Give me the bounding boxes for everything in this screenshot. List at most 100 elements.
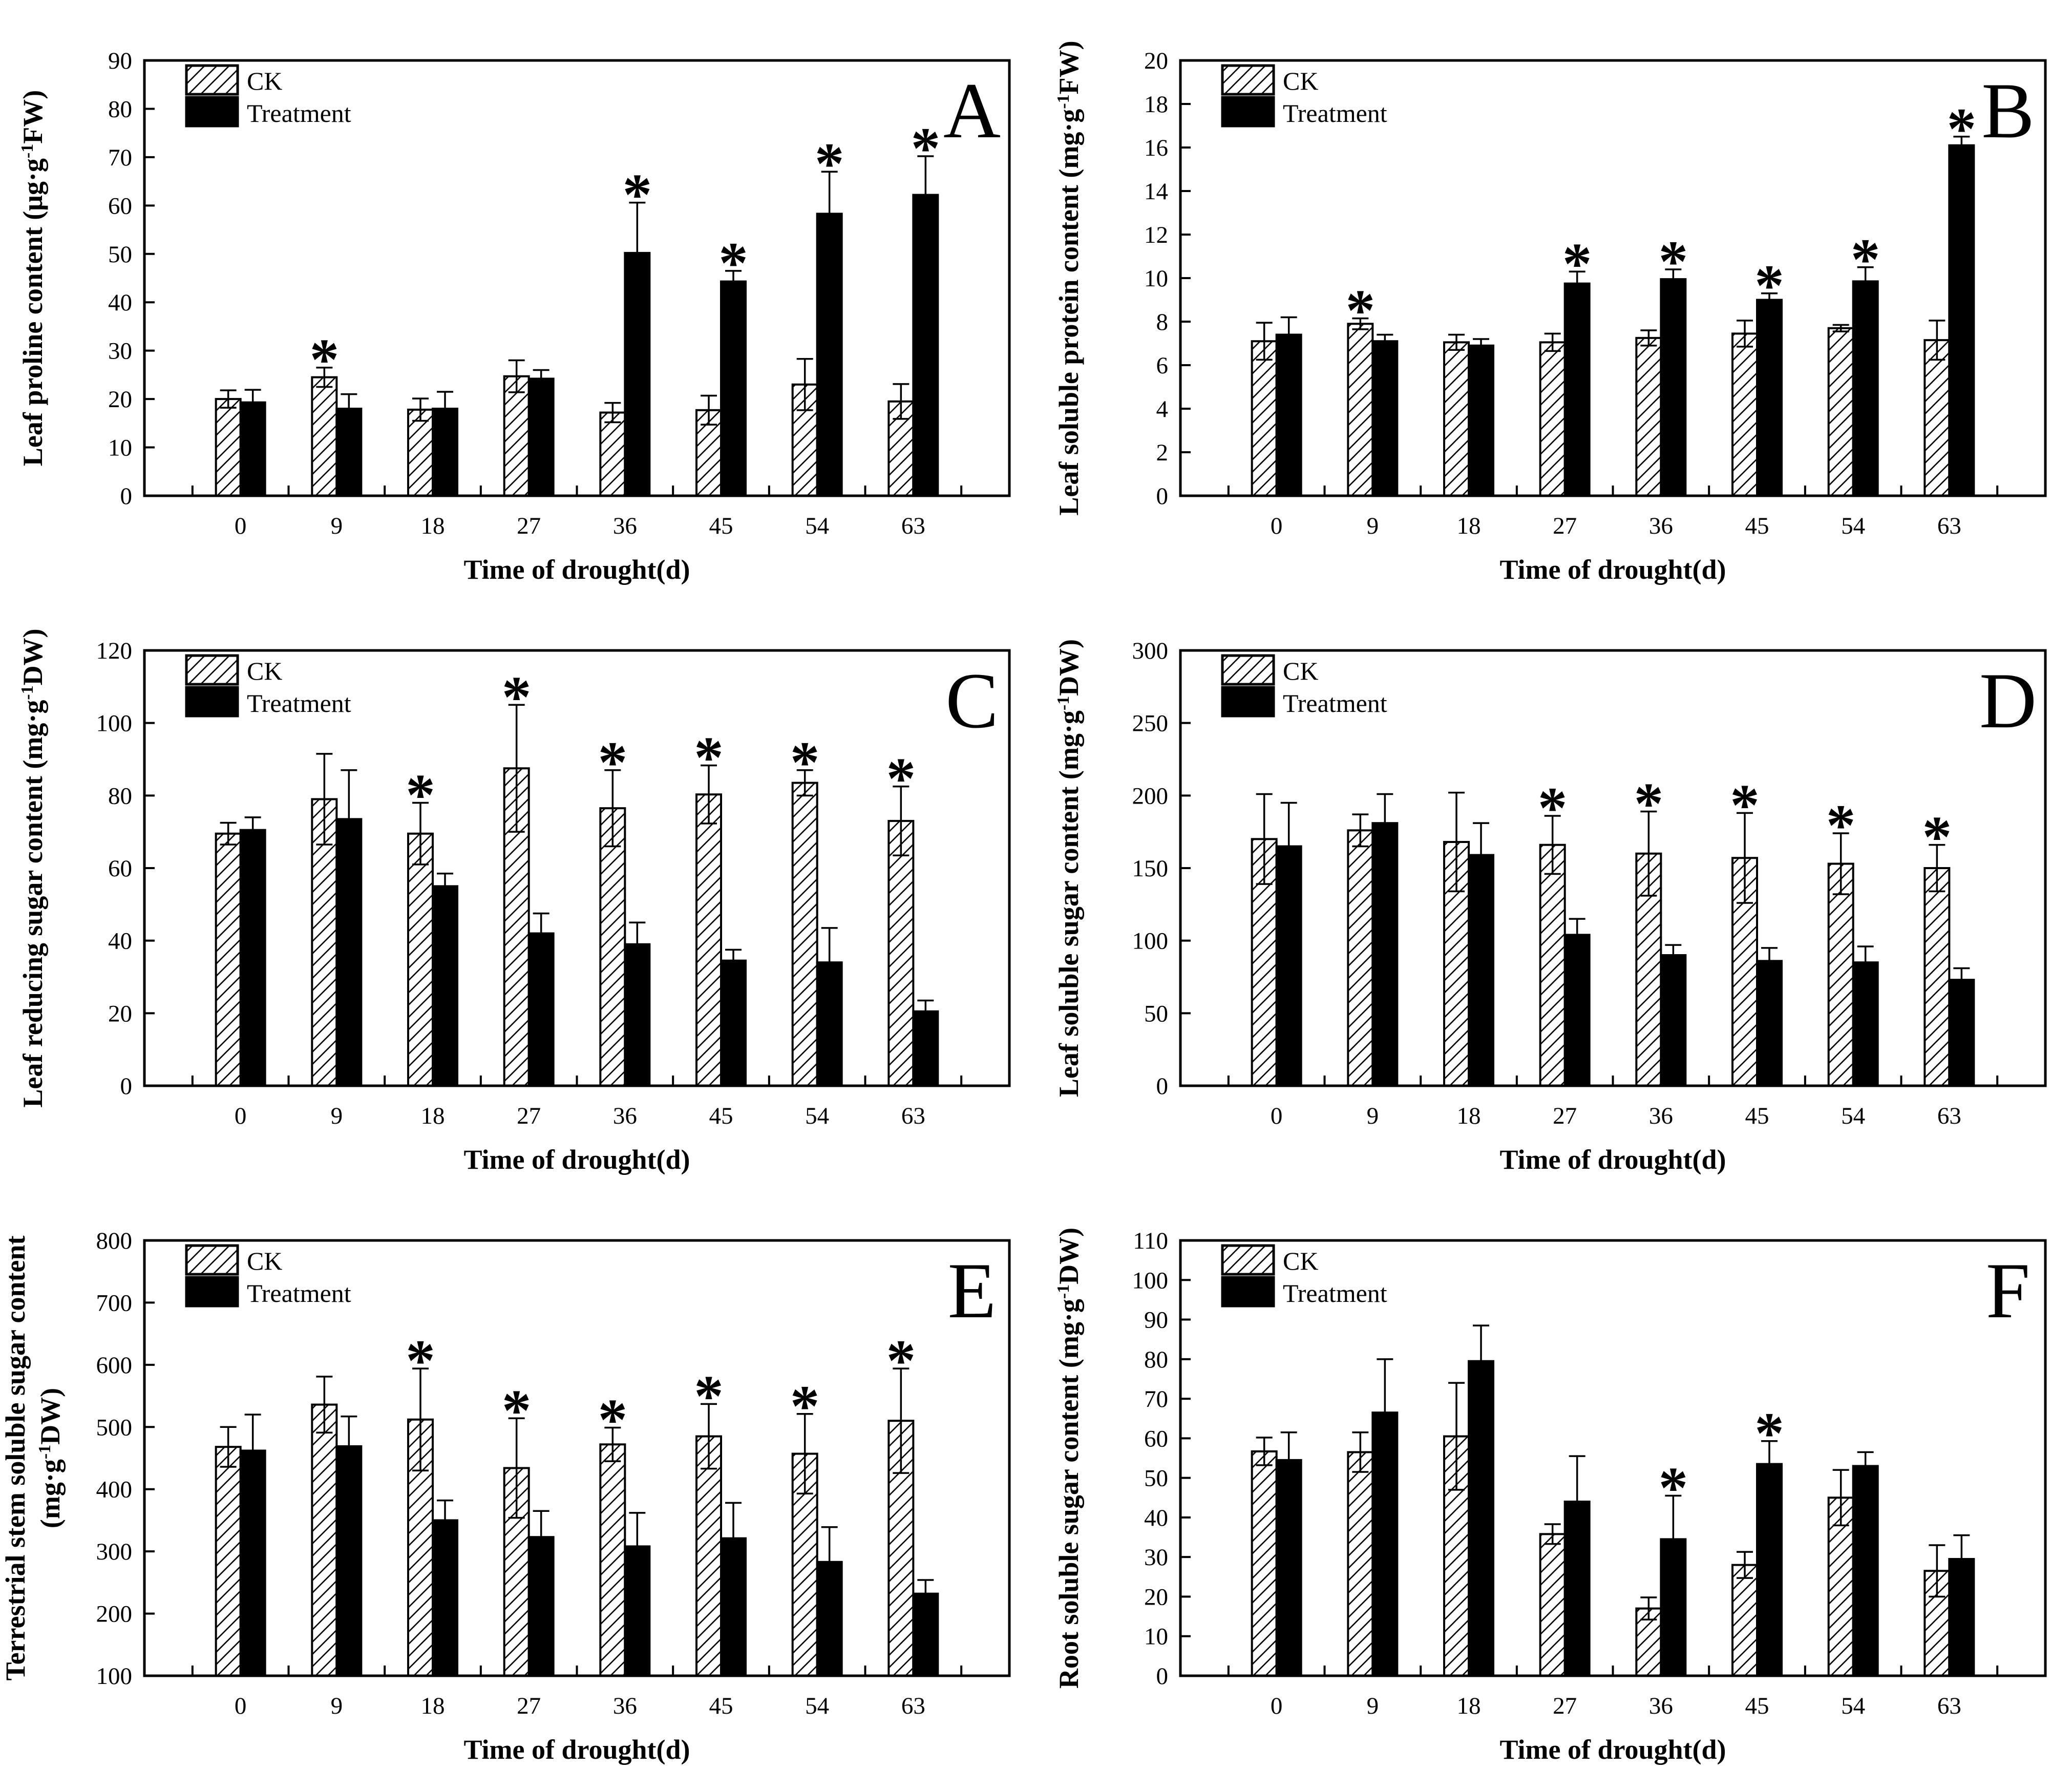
x-category-label: 45 — [1745, 513, 1769, 539]
error-bar-treatment-54 — [821, 171, 838, 257]
x-category-label: 9 — [331, 1103, 343, 1129]
x-category-label: 0 — [235, 513, 247, 539]
error-bar-treatment-0 — [244, 389, 261, 416]
y-tick-label: 120 — [96, 638, 133, 664]
error-bar-ck-0 — [220, 821, 237, 846]
bar-treatment-9 — [335, 1445, 363, 1677]
error-bar-ck-45 — [1737, 1551, 1753, 1579]
x-category-label: 18 — [1457, 1103, 1481, 1129]
x-category-label: 36 — [1649, 513, 1673, 539]
y-tick-label: 800 — [96, 1228, 133, 1254]
y-tick-label: 150 — [1132, 855, 1169, 882]
error-bar-treatment-0 — [1280, 316, 1297, 353]
bar-treatment-27 — [1563, 282, 1591, 497]
significance-asterisk: * — [815, 131, 844, 196]
legend-label-ck: CK — [1283, 1247, 1318, 1275]
chart-svg-d: * * * * * 0 50 100 150 200 250 300 0 9 18 27 36 45 54 63 Tim… — [1053, 638, 2047, 1175]
x-category-label: 9 — [1367, 1693, 1379, 1719]
chart-svg-a: * * * * * 0 10 20 30 40 50 60 70 80 90 0 9 18 27 36 45 54 63 Ti… — [17, 48, 1011, 585]
x-category-label: 27 — [517, 1103, 541, 1129]
chart-svg-e: * * * * * * 100 200 300 400 500 600 700 800 0 9 18 27 36 45… — [0, 1228, 1011, 1765]
error-bar-treatment-45 — [725, 270, 742, 293]
y-tick-label: 600 — [96, 1352, 133, 1379]
bar-ck-18 — [1443, 341, 1470, 497]
y-axis-title: Root soluble sugar content (mg·g-1DW) — [1053, 1228, 1084, 1689]
error-bar-treatment-36 — [1665, 1494, 1682, 1584]
significance-asterisk: * — [1851, 227, 1880, 292]
y-tick-label: 10 — [108, 435, 132, 461]
x-category-label: 18 — [421, 513, 445, 539]
error-bars-group — [220, 1367, 934, 1609]
legend-swatch-ck — [185, 64, 239, 96]
bar-treatment-0 — [1275, 1459, 1302, 1677]
y-tick-label: 700 — [96, 1290, 133, 1316]
error-bar-ck-36 — [604, 1426, 621, 1462]
axes-group: 0 10 20 30 40 50 60 70 80 90 100 110 — [1132, 1228, 1999, 1690]
error-bar-treatment-18 — [437, 1499, 453, 1542]
panel-letter-d: D — [1979, 657, 2037, 745]
error-bar-treatment-45 — [1761, 1440, 1778, 1488]
error-bar-ck-63 — [1929, 320, 1946, 361]
y-tick-label: 80 — [108, 783, 132, 809]
bar-ck-27 — [1539, 341, 1566, 497]
error-bar-ck-0 — [1256, 322, 1273, 361]
x-axis-title: Time of drought(d) — [1499, 554, 1726, 585]
bar-ck-27 — [1539, 844, 1566, 1087]
legend-label-ck: CK — [247, 1247, 282, 1275]
significance-asterisk: * — [911, 116, 941, 181]
significance-asterisk: * — [406, 763, 435, 828]
significance-asterisk: * — [1346, 278, 1376, 343]
y-tick-label: 50 — [1144, 1000, 1168, 1027]
panel-E: * * * * * * 100 200 300 400 500 600 700 800 0 9 18 27 36 45… — [0, 1180, 1036, 1770]
bar-ck-27 — [503, 375, 530, 497]
x-category-label: 54 — [1841, 1103, 1865, 1129]
bars-group — [1251, 822, 1975, 1087]
legend-label-ck: CK — [1283, 657, 1318, 685]
bar-ck-36 — [599, 1443, 626, 1677]
legend: CK Treatment — [1221, 654, 1387, 718]
y-tick-label: 50 — [1144, 1465, 1168, 1492]
x-category-label: 36 — [1649, 1693, 1673, 1719]
y-tick-label: 80 — [108, 96, 132, 122]
bar-ck-45 — [1731, 1564, 1758, 1677]
significance-asterisk: * — [598, 1387, 628, 1452]
bar-ck-36 — [1635, 336, 1662, 497]
bar-treatment-27 — [527, 932, 555, 1087]
bar-treatment-54 — [1852, 1465, 1879, 1677]
legend-swatch-ck — [1221, 64, 1275, 96]
x-category-label: 45 — [709, 513, 733, 539]
panel-letter-b: B — [1981, 67, 2034, 155]
bar-treatment-27 — [527, 377, 555, 497]
y-axis-title: Leaf soluble sugar content (mg·g-1DW) — [1053, 639, 1084, 1097]
bar-ck-27 — [1539, 1533, 1566, 1677]
error-bar-treatment-9 — [341, 1415, 357, 1477]
error-bar-ck-63 — [893, 1367, 910, 1474]
error-bar-ck-45 — [1737, 320, 1753, 348]
significance-asterisk: * — [1826, 793, 1856, 858]
error-bar-treatment-27 — [533, 369, 549, 389]
panel-D: * * * * * 0 50 100 150 200 250 300 0 9 18 27 36 45 54 63 Tim… — [1036, 590, 2072, 1180]
error-bar-treatment-27 — [1569, 1455, 1585, 1548]
y-axis-title-line2: (mg·g-1DW) — [35, 1388, 66, 1528]
y-tick-label: 4 — [1156, 396, 1169, 423]
significance-group: * * * * * * — [406, 1328, 916, 1452]
x-category-label: 63 — [901, 513, 925, 539]
significance-asterisk: * — [886, 746, 916, 811]
panel-letter-e: E — [948, 1247, 997, 1335]
x-axis-title: Time of drought(d) — [1499, 1144, 1726, 1175]
y-tick-label: 2 — [1156, 439, 1169, 466]
legend-swatch-treatment — [1221, 1276, 1275, 1308]
bar-treatment-9 — [1371, 340, 1399, 497]
y-tick-label: 400 — [96, 1477, 133, 1503]
error-bar-ck-0 — [1256, 793, 1273, 885]
x-category-label: 54 — [805, 1693, 829, 1719]
error-bar-treatment-63 — [1953, 1534, 1970, 1584]
error-bar-ck-18 — [412, 1367, 429, 1472]
x-category-label: 0 — [235, 1103, 247, 1129]
legend-label-treatment: Treatment — [1283, 689, 1387, 718]
x-category-label: 0 — [1271, 1693, 1283, 1719]
legend-swatch-treatment — [185, 1276, 239, 1308]
significance-asterisk: * — [502, 1378, 532, 1443]
significance-asterisk: * — [623, 162, 652, 227]
